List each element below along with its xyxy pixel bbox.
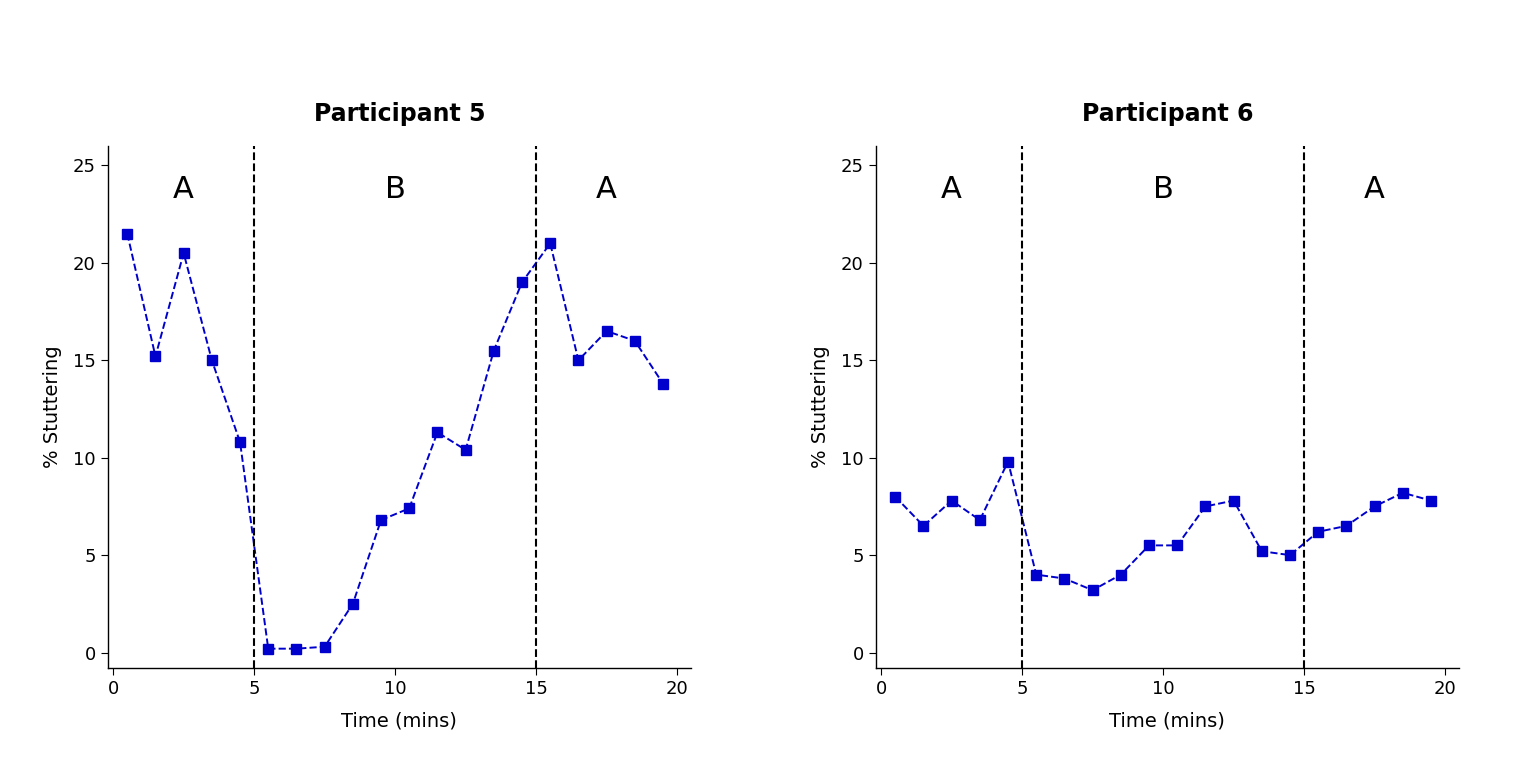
Text: B: B <box>384 175 406 204</box>
Text: A: A <box>596 175 617 204</box>
Y-axis label: % Stuttering: % Stuttering <box>43 346 61 468</box>
Text: B: B <box>1152 175 1174 204</box>
Title: Participant 6: Participant 6 <box>1081 102 1253 126</box>
Text: A: A <box>942 175 962 204</box>
Y-axis label: % Stuttering: % Stuttering <box>811 346 829 468</box>
Text: A: A <box>174 175 194 204</box>
Title: Participant 5: Participant 5 <box>313 102 485 126</box>
Text: A: A <box>1364 175 1385 204</box>
X-axis label: Time (mins): Time (mins) <box>341 712 458 731</box>
X-axis label: Time (mins): Time (mins) <box>1109 712 1226 731</box>
